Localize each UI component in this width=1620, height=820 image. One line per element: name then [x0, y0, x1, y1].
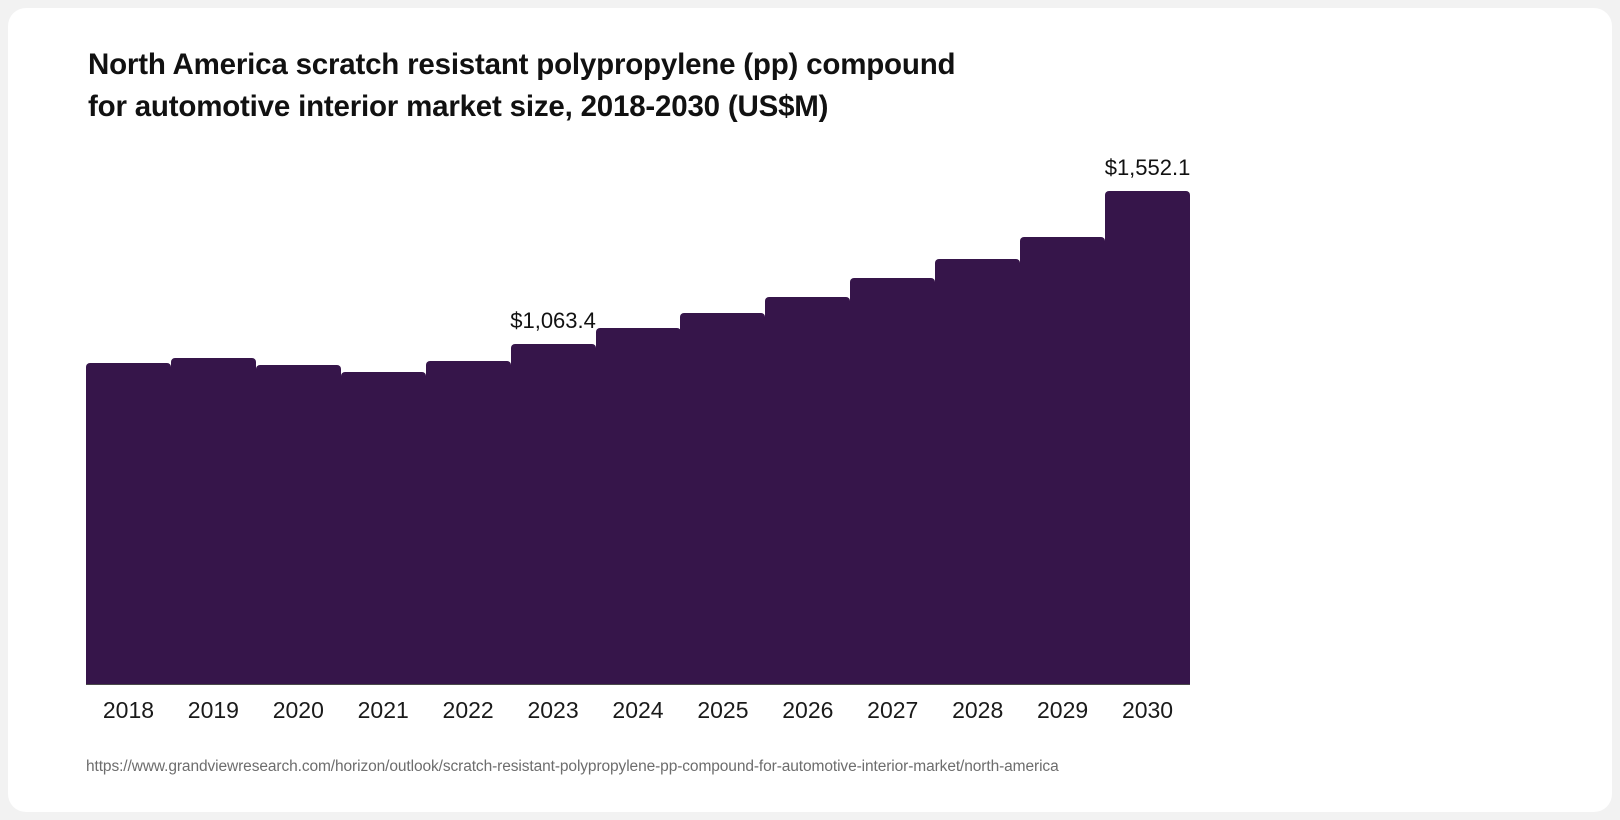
x-tick-2027: 2027 — [867, 697, 919, 723]
x-tick-2028: 2028 — [952, 697, 1004, 723]
bar-rect-2026[interactable] — [765, 296, 851, 684]
bar-2019[interactable] — [170, 357, 256, 684]
bar-rect-2018[interactable] — [85, 362, 171, 684]
x-tick-2025: 2025 — [697, 697, 749, 723]
bar-2026[interactable] — [765, 296, 851, 684]
bar-series: $1,063.4 $1,552.1 — [85, 148, 1191, 684]
source-url[interactable]: https://www.grandviewresearch.com/horizo… — [86, 758, 1059, 775]
bar-rect-2030[interactable] — [1105, 191, 1191, 684]
bar-2024[interactable] — [595, 327, 681, 684]
bar-2023[interactable] — [510, 344, 596, 684]
x-tick-2029: 2029 — [1037, 697, 1089, 723]
bar-rect-2023[interactable] — [510, 344, 596, 684]
chart-title: North America scratch resistant polyprop… — [88, 48, 956, 123]
bar-2018[interactable] — [85, 362, 171, 684]
plot-area: $1,063.4 $1,552.1 2018 2019 2020 2021 2022 202… — [8, 8, 1612, 812]
bar-2025[interactable] — [680, 312, 766, 684]
x-tick-2022: 2022 — [442, 697, 494, 723]
chart-card: North America scratch resistant polyprop… — [8, 8, 1612, 812]
bar-2029[interactable] — [1020, 237, 1106, 684]
x-tick-2019: 2019 — [187, 697, 239, 723]
bar-2020[interactable] — [255, 365, 341, 684]
bar-rect-2024[interactable] — [595, 327, 681, 684]
x-axis-line — [86, 683, 1190, 685]
bar-value-label-2030: $1,552.1 — [1104, 155, 1191, 180]
bar-rect-2029[interactable] — [1020, 237, 1106, 684]
bar-rect-2028[interactable] — [935, 258, 1021, 684]
bar-rect-2020[interactable] — [255, 365, 341, 684]
bar-rect-2025[interactable] — [680, 312, 766, 684]
x-tick-2020: 2020 — [272, 697, 324, 723]
x-tick-2026: 2026 — [782, 697, 834, 723]
bar-2028[interactable] — [935, 258, 1021, 684]
bar-2027[interactable] — [850, 278, 936, 684]
bar-rect-2027[interactable] — [850, 278, 936, 684]
bar-value-label-2023: $1,063.4 — [510, 308, 596, 333]
bar-2030[interactable] — [1105, 191, 1191, 684]
x-tick-2030: 2030 — [1121, 697, 1174, 723]
bar-rect-2019[interactable] — [170, 357, 256, 684]
bar-rect-2021[interactable] — [340, 371, 426, 684]
x-tick-2023: 2023 — [527, 697, 579, 723]
bar-2022[interactable] — [425, 361, 511, 684]
bar-2021[interactable] — [340, 371, 426, 684]
bar-rect-2022[interactable] — [425, 361, 511, 684]
x-tick-2021: 2021 — [357, 697, 409, 723]
x-tick-2018: 2018 — [102, 697, 155, 723]
x-tick-2024: 2024 — [612, 697, 664, 723]
